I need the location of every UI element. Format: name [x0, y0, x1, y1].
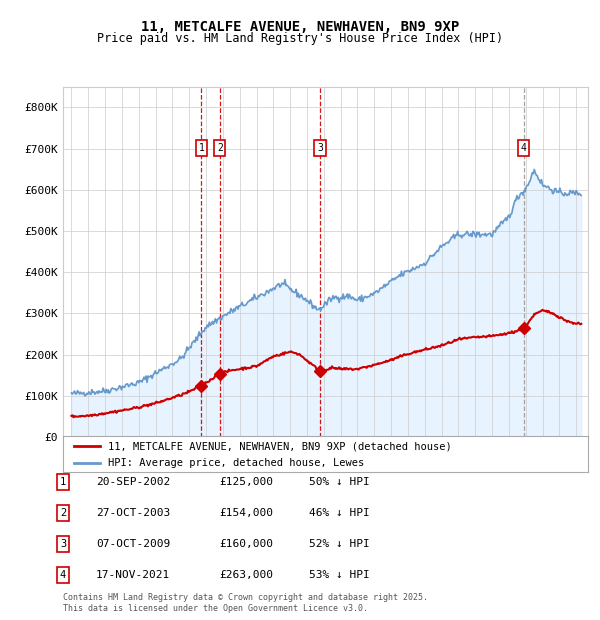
Text: 50% ↓ HPI: 50% ↓ HPI: [309, 477, 370, 487]
Text: 1: 1: [199, 143, 204, 153]
Text: 11, METCALFE AVENUE, NEWHAVEN, BN9 9XP (detached house): 11, METCALFE AVENUE, NEWHAVEN, BN9 9XP (…: [107, 441, 451, 451]
Text: 2: 2: [217, 143, 223, 153]
Text: Contains HM Land Registry data © Crown copyright and database right 2025.
This d: Contains HM Land Registry data © Crown c…: [63, 593, 428, 613]
Text: £154,000: £154,000: [219, 508, 273, 518]
Text: 07-OCT-2009: 07-OCT-2009: [96, 539, 170, 549]
Text: £263,000: £263,000: [219, 570, 273, 580]
Text: 2: 2: [60, 508, 66, 518]
Text: £160,000: £160,000: [219, 539, 273, 549]
Text: 20-SEP-2002: 20-SEP-2002: [96, 477, 170, 487]
Text: 53% ↓ HPI: 53% ↓ HPI: [309, 570, 370, 580]
Text: 4: 4: [60, 570, 66, 580]
Text: £125,000: £125,000: [219, 477, 273, 487]
Text: 52% ↓ HPI: 52% ↓ HPI: [309, 539, 370, 549]
Text: Price paid vs. HM Land Registry's House Price Index (HPI): Price paid vs. HM Land Registry's House …: [97, 32, 503, 45]
Text: 3: 3: [317, 143, 323, 153]
Text: 27-OCT-2003: 27-OCT-2003: [96, 508, 170, 518]
Text: HPI: Average price, detached house, Lewes: HPI: Average price, detached house, Lewe…: [107, 458, 364, 467]
Text: 46% ↓ HPI: 46% ↓ HPI: [309, 508, 370, 518]
Text: 4: 4: [521, 143, 527, 153]
Text: 11, METCALFE AVENUE, NEWHAVEN, BN9 9XP: 11, METCALFE AVENUE, NEWHAVEN, BN9 9XP: [141, 20, 459, 34]
Text: 3: 3: [60, 539, 66, 549]
Text: 17-NOV-2021: 17-NOV-2021: [96, 570, 170, 580]
Text: 1: 1: [60, 477, 66, 487]
